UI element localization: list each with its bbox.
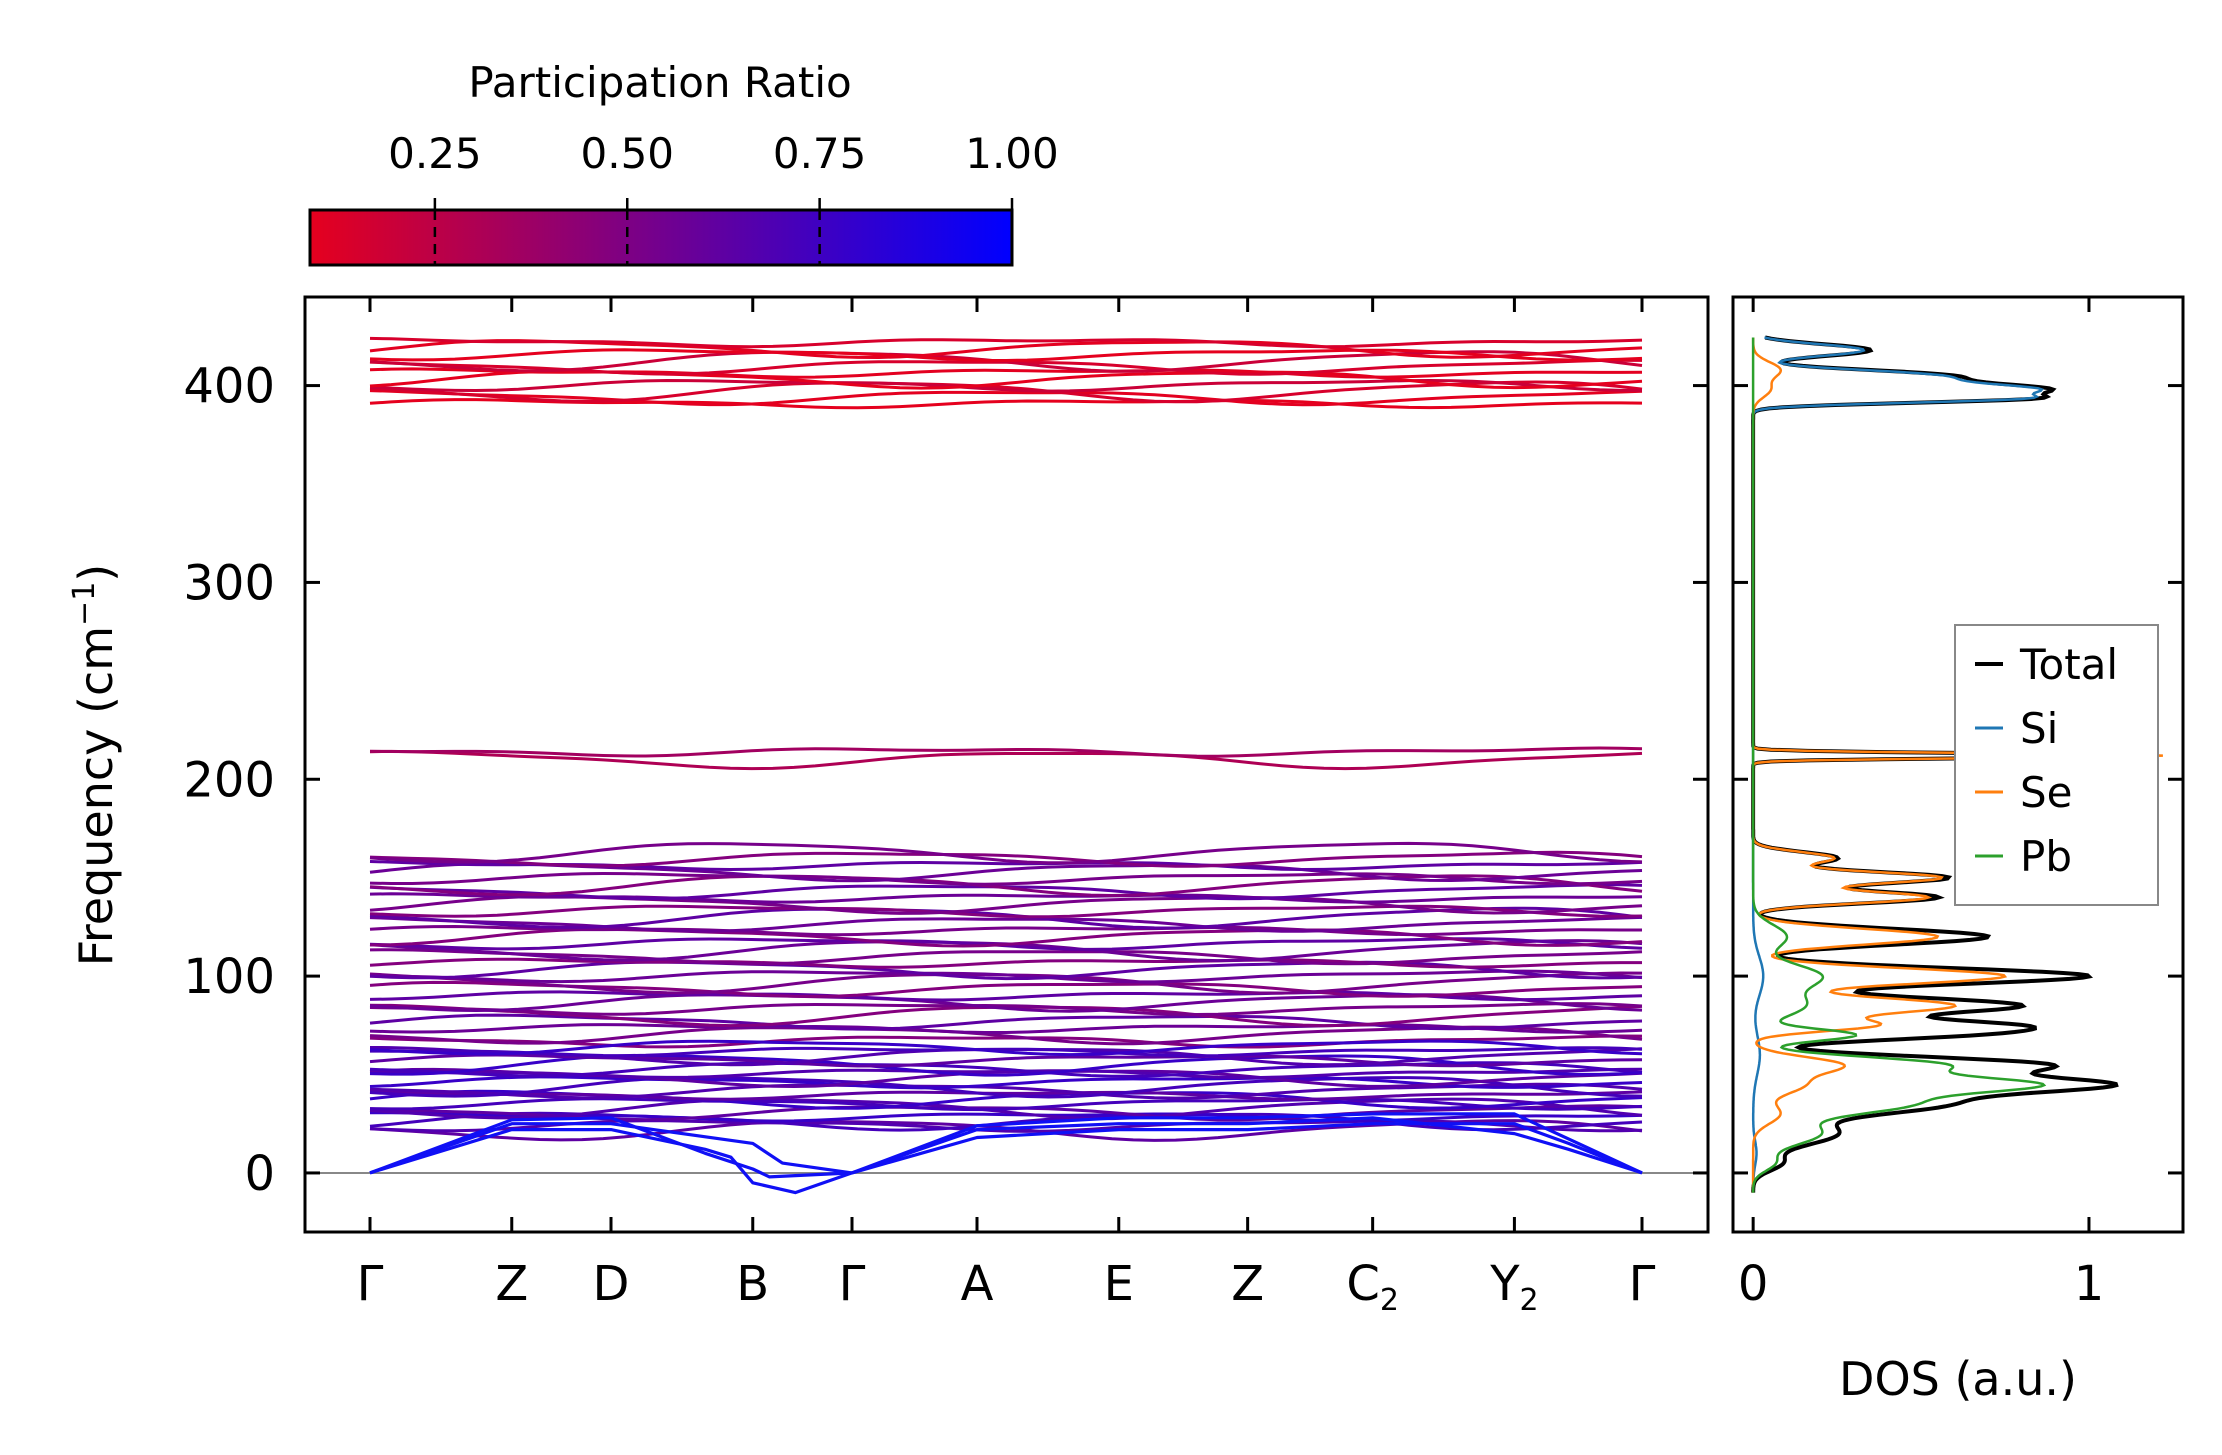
band-xtick-label: C2 bbox=[1346, 1256, 1399, 1318]
band-y-ticks: 0 100 200 300 400 bbox=[183, 359, 1708, 1202]
band-line bbox=[369, 1076, 1643, 1099]
band-line bbox=[369, 1061, 1643, 1078]
dos-x-axis-title: DOS (a.u.) bbox=[1839, 1352, 2077, 1406]
legend-label-si: Si bbox=[2020, 704, 2058, 753]
colorbar-gradient bbox=[308, 208, 1014, 267]
band-xtick-label: Γ bbox=[1629, 1256, 1656, 1312]
band-line bbox=[369, 969, 1643, 984]
band-ytick-label: 0 bbox=[244, 1146, 275, 1202]
band-line bbox=[369, 904, 1643, 919]
band-line bbox=[369, 948, 1643, 966]
ylabel-suffix: ) bbox=[69, 564, 123, 582]
band-ytick-label: 400 bbox=[183, 359, 275, 415]
band-xtick-label: Γ bbox=[357, 1256, 384, 1312]
band-group-lines bbox=[369, 336, 1643, 1142]
band-xtick-subscript: 2 bbox=[1380, 1283, 1399, 1318]
band-xtick-label: D bbox=[593, 1256, 630, 1312]
band-line bbox=[369, 841, 1643, 865]
dos-xtick-label: 0 bbox=[1738, 1256, 1769, 1312]
band-xtick-label: Z bbox=[495, 1256, 528, 1312]
dos-plot-frame bbox=[1731, 295, 2185, 1234]
band-line bbox=[369, 389, 1643, 407]
dos-curves bbox=[1751, 335, 2163, 1193]
colorbar-tick-label: 1.00 bbox=[965, 129, 1059, 178]
band-line bbox=[369, 1089, 1643, 1101]
band-line bbox=[369, 746, 1643, 758]
legend-label-total: Total bbox=[2019, 640, 2118, 689]
acoustic-branches bbox=[369, 1112, 1643, 1195]
band-xtick-label: Z bbox=[1231, 1256, 1264, 1312]
band-line bbox=[369, 1082, 1643, 1100]
dos-curve-pb bbox=[1751, 337, 2047, 1193]
acoustic-branch-acoustic-2 bbox=[369, 1122, 1643, 1195]
band-ytick-label: 300 bbox=[183, 555, 275, 611]
acoustic-branch-acoustic-3 bbox=[369, 1112, 1643, 1175]
band-ytick-label: 100 bbox=[183, 949, 275, 1005]
legend-items: Total Si Se Pb bbox=[1975, 640, 2118, 881]
band-xtick-label: B bbox=[736, 1256, 769, 1312]
colorbar-ticks bbox=[433, 198, 1014, 265]
colorbar-tick-label: 0.75 bbox=[773, 129, 867, 178]
band-line bbox=[369, 367, 1643, 379]
colorbar-title: Participation Ratio bbox=[468, 58, 851, 107]
band-line bbox=[369, 1013, 1643, 1031]
band-plot-frame bbox=[303, 295, 1710, 1234]
band-line bbox=[369, 1002, 1643, 1017]
band-structure-panel: 0 100 200 300 400 Γ Z D B Γ A E Z C2 Y2 Γ Frequency (c… bbox=[67, 295, 1710, 1318]
band-xtick-subscript: 2 bbox=[1520, 1283, 1539, 1318]
band-line bbox=[369, 1111, 1643, 1123]
band-y-axis-title: Frequency (cm−1) bbox=[67, 564, 123, 967]
legend-label-se: Se bbox=[2020, 768, 2073, 817]
legend-label-pb: Pb bbox=[2020, 832, 2072, 881]
band-xtick-label: A bbox=[961, 1256, 994, 1312]
band-line bbox=[369, 380, 1643, 404]
ylabel-superscript: −1 bbox=[67, 582, 102, 626]
band-line bbox=[369, 957, 1642, 969]
acoustic-branch-acoustic-1 bbox=[369, 1116, 1643, 1179]
band-line bbox=[369, 960, 1643, 981]
band-xtick-label: Y2 bbox=[1489, 1256, 1538, 1318]
colorbar-tick-label: 0.25 bbox=[388, 129, 482, 178]
band-line bbox=[369, 927, 1643, 948]
band-line bbox=[369, 749, 1643, 771]
colorbar: Participation Ratio 0.25 0.50 0.75 1.00 bbox=[308, 58, 1059, 267]
band-xtick-label: Γ bbox=[839, 1256, 866, 1312]
colorbar-tick-labels: 0.25 0.50 0.75 1.00 bbox=[388, 129, 1059, 178]
band-line bbox=[369, 871, 1643, 886]
band-line bbox=[369, 378, 1642, 393]
band-line bbox=[369, 1097, 1643, 1121]
band-line bbox=[369, 924, 1642, 937]
dos-xtick-label: 1 bbox=[2074, 1256, 2105, 1312]
band-line bbox=[369, 915, 1643, 933]
legend-box bbox=[1954, 624, 2159, 906]
band-line bbox=[369, 336, 1643, 349]
ylabel-prefix: Frequency (cm bbox=[69, 626, 123, 966]
band-line bbox=[369, 1039, 1643, 1057]
band-line bbox=[369, 1046, 1643, 1058]
band-line bbox=[369, 1023, 1643, 1034]
legend: Total Si Se Pb bbox=[1954, 624, 2159, 906]
band-x-ticks: Γ Z D B Γ A E Z C2 Y2 Γ bbox=[357, 297, 1656, 1318]
band-ytick-label: 200 bbox=[183, 752, 275, 808]
band-line bbox=[369, 850, 1643, 868]
band-line bbox=[369, 348, 1643, 363]
colorbar-tick-label: 0.50 bbox=[581, 129, 675, 178]
band-xtick-label: E bbox=[1104, 1256, 1134, 1312]
